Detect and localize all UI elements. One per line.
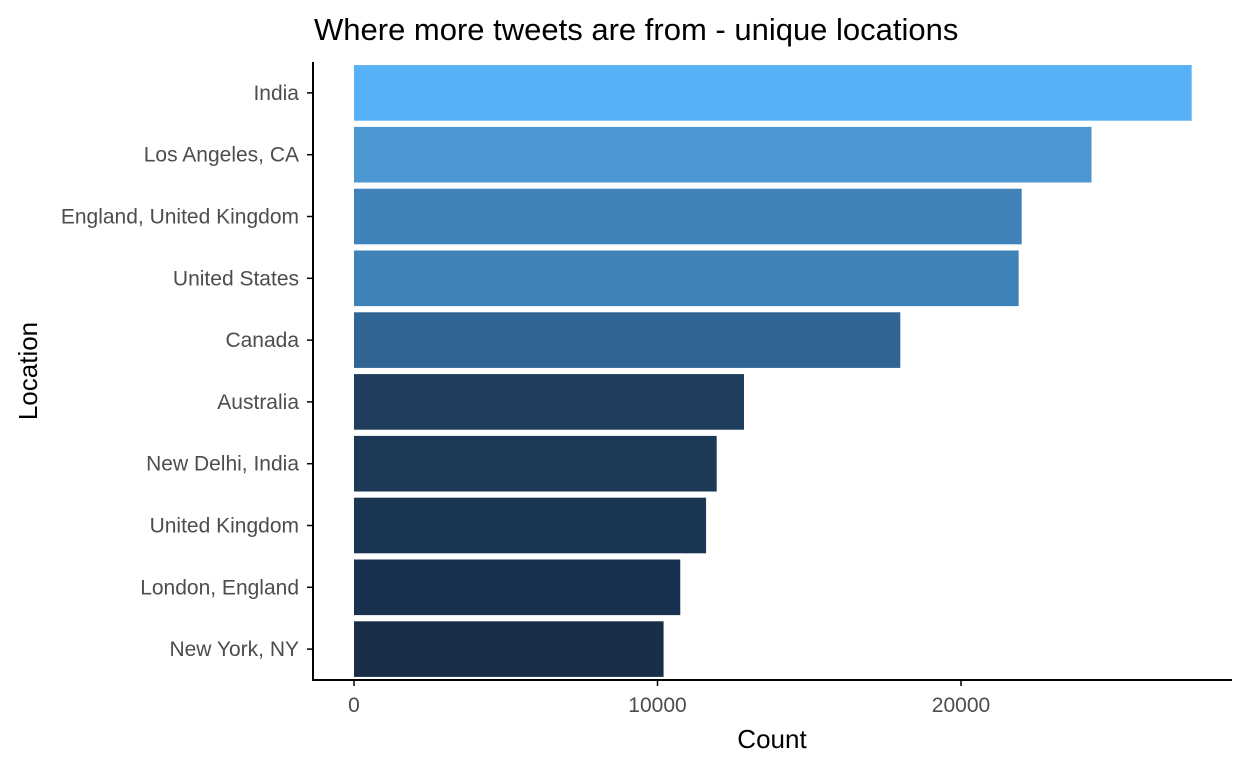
y-tick-label: New Delhi, India xyxy=(146,453,299,476)
y-ticks-group: India Los Angeles, CA England, United King… xyxy=(61,82,313,661)
y-tick-label: Los Angeles, CA xyxy=(144,144,299,167)
bar-2 xyxy=(354,188,1022,245)
y-tick-label: Australia xyxy=(217,391,299,414)
bars-group xyxy=(354,65,1192,677)
y-tick-label: Canada xyxy=(225,329,299,352)
x-ticks-group: 0 10000 20000 xyxy=(348,680,990,717)
y-tick-label: United States xyxy=(173,267,299,290)
y-tick-label: England, United Kingdom xyxy=(61,206,299,229)
chart-title: Where more tweets are from - unique loca… xyxy=(314,12,958,47)
bar-9 xyxy=(354,621,664,677)
x-tick-label: 0 xyxy=(348,694,360,717)
bar-5 xyxy=(354,374,744,430)
y-tick-label: New York, NY xyxy=(169,638,299,661)
bar-1 xyxy=(354,126,1092,183)
x-tick-label: 20000 xyxy=(932,694,990,717)
y-tick-label: United Kingdom xyxy=(150,515,299,538)
x-tick-label: 10000 xyxy=(628,694,686,717)
bar-8 xyxy=(354,559,681,616)
y-tick-label: London, England xyxy=(140,576,299,599)
bar-3 xyxy=(354,250,1019,307)
bar-0 xyxy=(354,65,1192,121)
bar-7 xyxy=(354,497,707,554)
y-tick-label: India xyxy=(253,82,299,105)
bar-4 xyxy=(354,312,901,368)
y-axis-title: Location xyxy=(13,322,43,420)
bar-6 xyxy=(354,435,717,492)
x-axis-title: Count xyxy=(737,724,807,754)
